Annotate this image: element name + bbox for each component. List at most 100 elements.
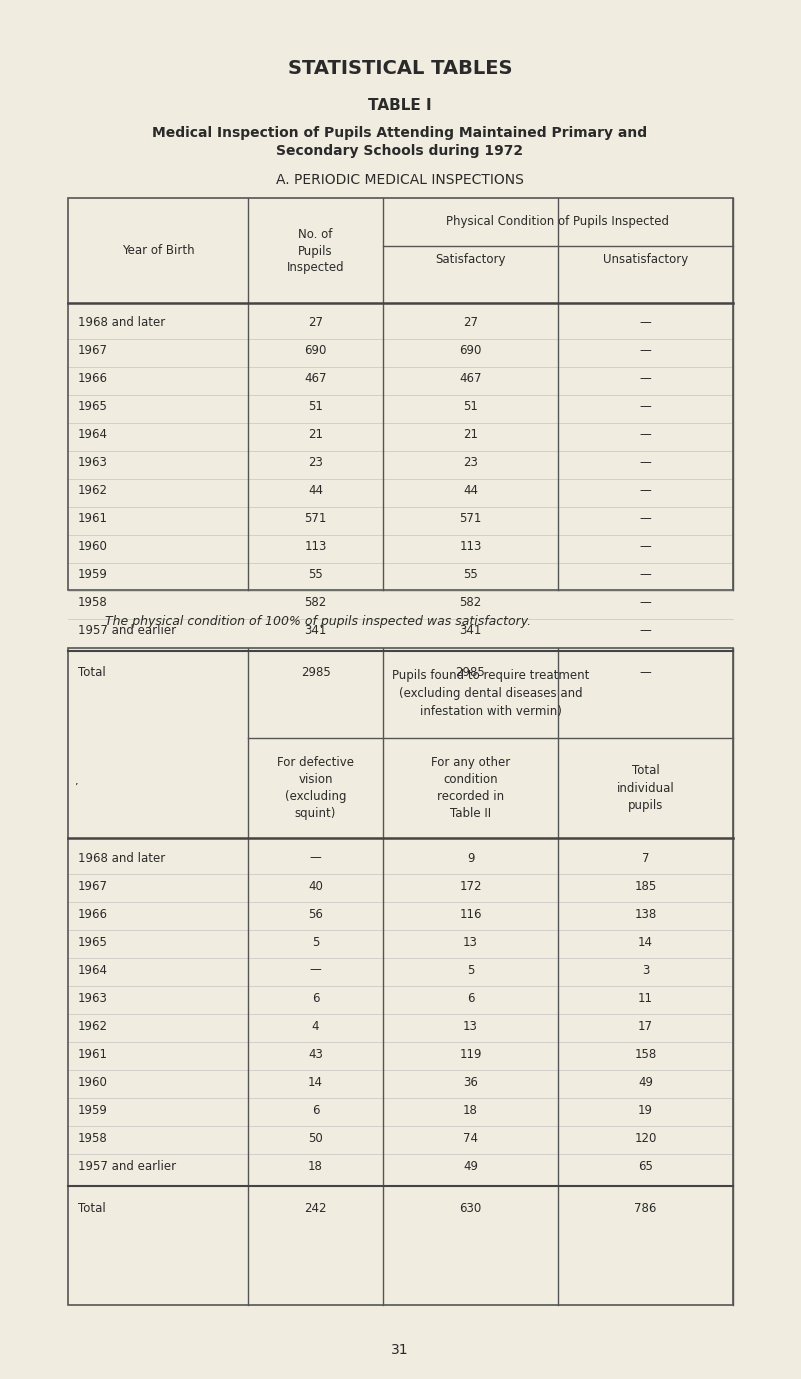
Text: 116: 116 bbox=[459, 907, 481, 921]
Text: 1963: 1963 bbox=[78, 992, 108, 1004]
Text: 571: 571 bbox=[459, 513, 481, 525]
Text: 1962: 1962 bbox=[78, 484, 108, 498]
Text: 1959: 1959 bbox=[78, 1103, 108, 1117]
Text: 6: 6 bbox=[312, 992, 320, 1004]
Text: 1962: 1962 bbox=[78, 1019, 108, 1033]
Text: Year of Birth: Year of Birth bbox=[122, 244, 195, 258]
Text: A. PERIODIC MEDICAL INSPECTIONS: A. PERIODIC MEDICAL INSPECTIONS bbox=[276, 172, 524, 188]
Text: 1960: 1960 bbox=[78, 541, 108, 553]
Text: 2985: 2985 bbox=[300, 666, 330, 680]
Text: 1961: 1961 bbox=[78, 1048, 108, 1060]
Text: 44: 44 bbox=[308, 484, 323, 498]
Text: 467: 467 bbox=[459, 372, 481, 386]
Text: 27: 27 bbox=[308, 317, 323, 330]
Text: 138: 138 bbox=[634, 907, 657, 921]
Text: 13: 13 bbox=[463, 935, 478, 949]
Text: 1957 and earlier: 1957 and earlier bbox=[78, 1160, 176, 1172]
Text: 185: 185 bbox=[634, 880, 657, 892]
Text: 51: 51 bbox=[308, 400, 323, 414]
Text: —: — bbox=[640, 666, 651, 680]
Text: —: — bbox=[640, 597, 651, 610]
Text: 786: 786 bbox=[634, 1201, 657, 1215]
Text: 1957 and earlier: 1957 and earlier bbox=[78, 625, 176, 637]
Text: 23: 23 bbox=[463, 456, 478, 469]
Text: TABLE I: TABLE I bbox=[368, 98, 432, 113]
Text: —: — bbox=[640, 429, 651, 441]
Text: 1960: 1960 bbox=[78, 1076, 108, 1088]
Text: —: — bbox=[640, 625, 651, 637]
Text: 74: 74 bbox=[463, 1132, 478, 1145]
Text: 7: 7 bbox=[642, 851, 650, 865]
Text: 630: 630 bbox=[460, 1201, 481, 1215]
Text: 1966: 1966 bbox=[78, 372, 108, 386]
Text: 467: 467 bbox=[304, 372, 327, 386]
Text: 582: 582 bbox=[460, 597, 481, 610]
Text: Pupils found to require treatment
(excluding dental diseases and
infestation wit: Pupils found to require treatment (exclu… bbox=[392, 669, 590, 717]
Text: Total: Total bbox=[78, 666, 106, 680]
Text: 2985: 2985 bbox=[456, 666, 485, 680]
Text: 1963: 1963 bbox=[78, 456, 108, 469]
Text: No. of
Pupils
Inspected: No. of Pupils Inspected bbox=[287, 228, 344, 274]
Text: 13: 13 bbox=[463, 1019, 478, 1033]
Text: 1965: 1965 bbox=[78, 935, 108, 949]
Text: 21: 21 bbox=[463, 429, 478, 441]
Bar bbox=[68, 199, 733, 590]
Text: 55: 55 bbox=[308, 568, 323, 582]
Text: 158: 158 bbox=[634, 1048, 657, 1060]
Text: 1964: 1964 bbox=[78, 964, 108, 976]
Text: 1966: 1966 bbox=[78, 907, 108, 921]
Text: 120: 120 bbox=[634, 1132, 657, 1145]
Text: 49: 49 bbox=[463, 1160, 478, 1172]
Text: 1965: 1965 bbox=[78, 400, 108, 414]
Text: 6: 6 bbox=[312, 1103, 320, 1117]
Text: 113: 113 bbox=[304, 541, 327, 553]
Text: 1967: 1967 bbox=[78, 880, 108, 892]
Text: 172: 172 bbox=[459, 880, 481, 892]
Text: 44: 44 bbox=[463, 484, 478, 498]
Text: Physical Condition of Pupils Inspected: Physical Condition of Pupils Inspected bbox=[446, 215, 670, 229]
Text: 14: 14 bbox=[308, 1076, 323, 1088]
Text: ’: ’ bbox=[74, 783, 78, 793]
Text: —: — bbox=[640, 400, 651, 414]
Text: 18: 18 bbox=[463, 1103, 478, 1117]
Text: 1958: 1958 bbox=[78, 597, 108, 610]
Text: 113: 113 bbox=[459, 541, 481, 553]
Text: 36: 36 bbox=[463, 1076, 478, 1088]
Text: —: — bbox=[640, 372, 651, 386]
Text: 40: 40 bbox=[308, 880, 323, 892]
Text: 51: 51 bbox=[463, 400, 478, 414]
Text: 31: 31 bbox=[391, 1343, 409, 1357]
Text: 17: 17 bbox=[638, 1019, 653, 1033]
Text: STATISTICAL TABLES: STATISTICAL TABLES bbox=[288, 58, 513, 77]
Text: —: — bbox=[640, 513, 651, 525]
Text: 5: 5 bbox=[312, 935, 319, 949]
Text: 9: 9 bbox=[467, 851, 474, 865]
Text: 43: 43 bbox=[308, 1048, 323, 1060]
Text: 11: 11 bbox=[638, 992, 653, 1004]
Text: 3: 3 bbox=[642, 964, 649, 976]
Text: For defective
vision
(excluding
squint): For defective vision (excluding squint) bbox=[277, 756, 354, 821]
Text: For any other
condition
recorded in
Table II: For any other condition recorded in Tabl… bbox=[431, 756, 510, 821]
Text: —: — bbox=[640, 456, 651, 469]
Text: 18: 18 bbox=[308, 1160, 323, 1172]
Text: Unsatisfactory: Unsatisfactory bbox=[603, 254, 688, 266]
Text: 119: 119 bbox=[459, 1048, 481, 1060]
Text: 690: 690 bbox=[304, 345, 327, 357]
Text: 19: 19 bbox=[638, 1103, 653, 1117]
Text: 341: 341 bbox=[459, 625, 481, 637]
Text: 1958: 1958 bbox=[78, 1132, 108, 1145]
Text: 27: 27 bbox=[463, 317, 478, 330]
Text: 4: 4 bbox=[312, 1019, 320, 1033]
Text: 23: 23 bbox=[308, 456, 323, 469]
Text: 21: 21 bbox=[308, 429, 323, 441]
Text: 341: 341 bbox=[304, 625, 327, 637]
Text: 65: 65 bbox=[638, 1160, 653, 1172]
Text: 1968 and later: 1968 and later bbox=[78, 317, 165, 330]
Bar bbox=[68, 648, 733, 1305]
Text: —: — bbox=[640, 568, 651, 582]
Text: The physical condition of 100% of pupils inspected was satisfactory.: The physical condition of 100% of pupils… bbox=[105, 615, 531, 629]
Text: 56: 56 bbox=[308, 907, 323, 921]
Text: 582: 582 bbox=[304, 597, 327, 610]
Text: 242: 242 bbox=[304, 1201, 327, 1215]
Text: 14: 14 bbox=[638, 935, 653, 949]
